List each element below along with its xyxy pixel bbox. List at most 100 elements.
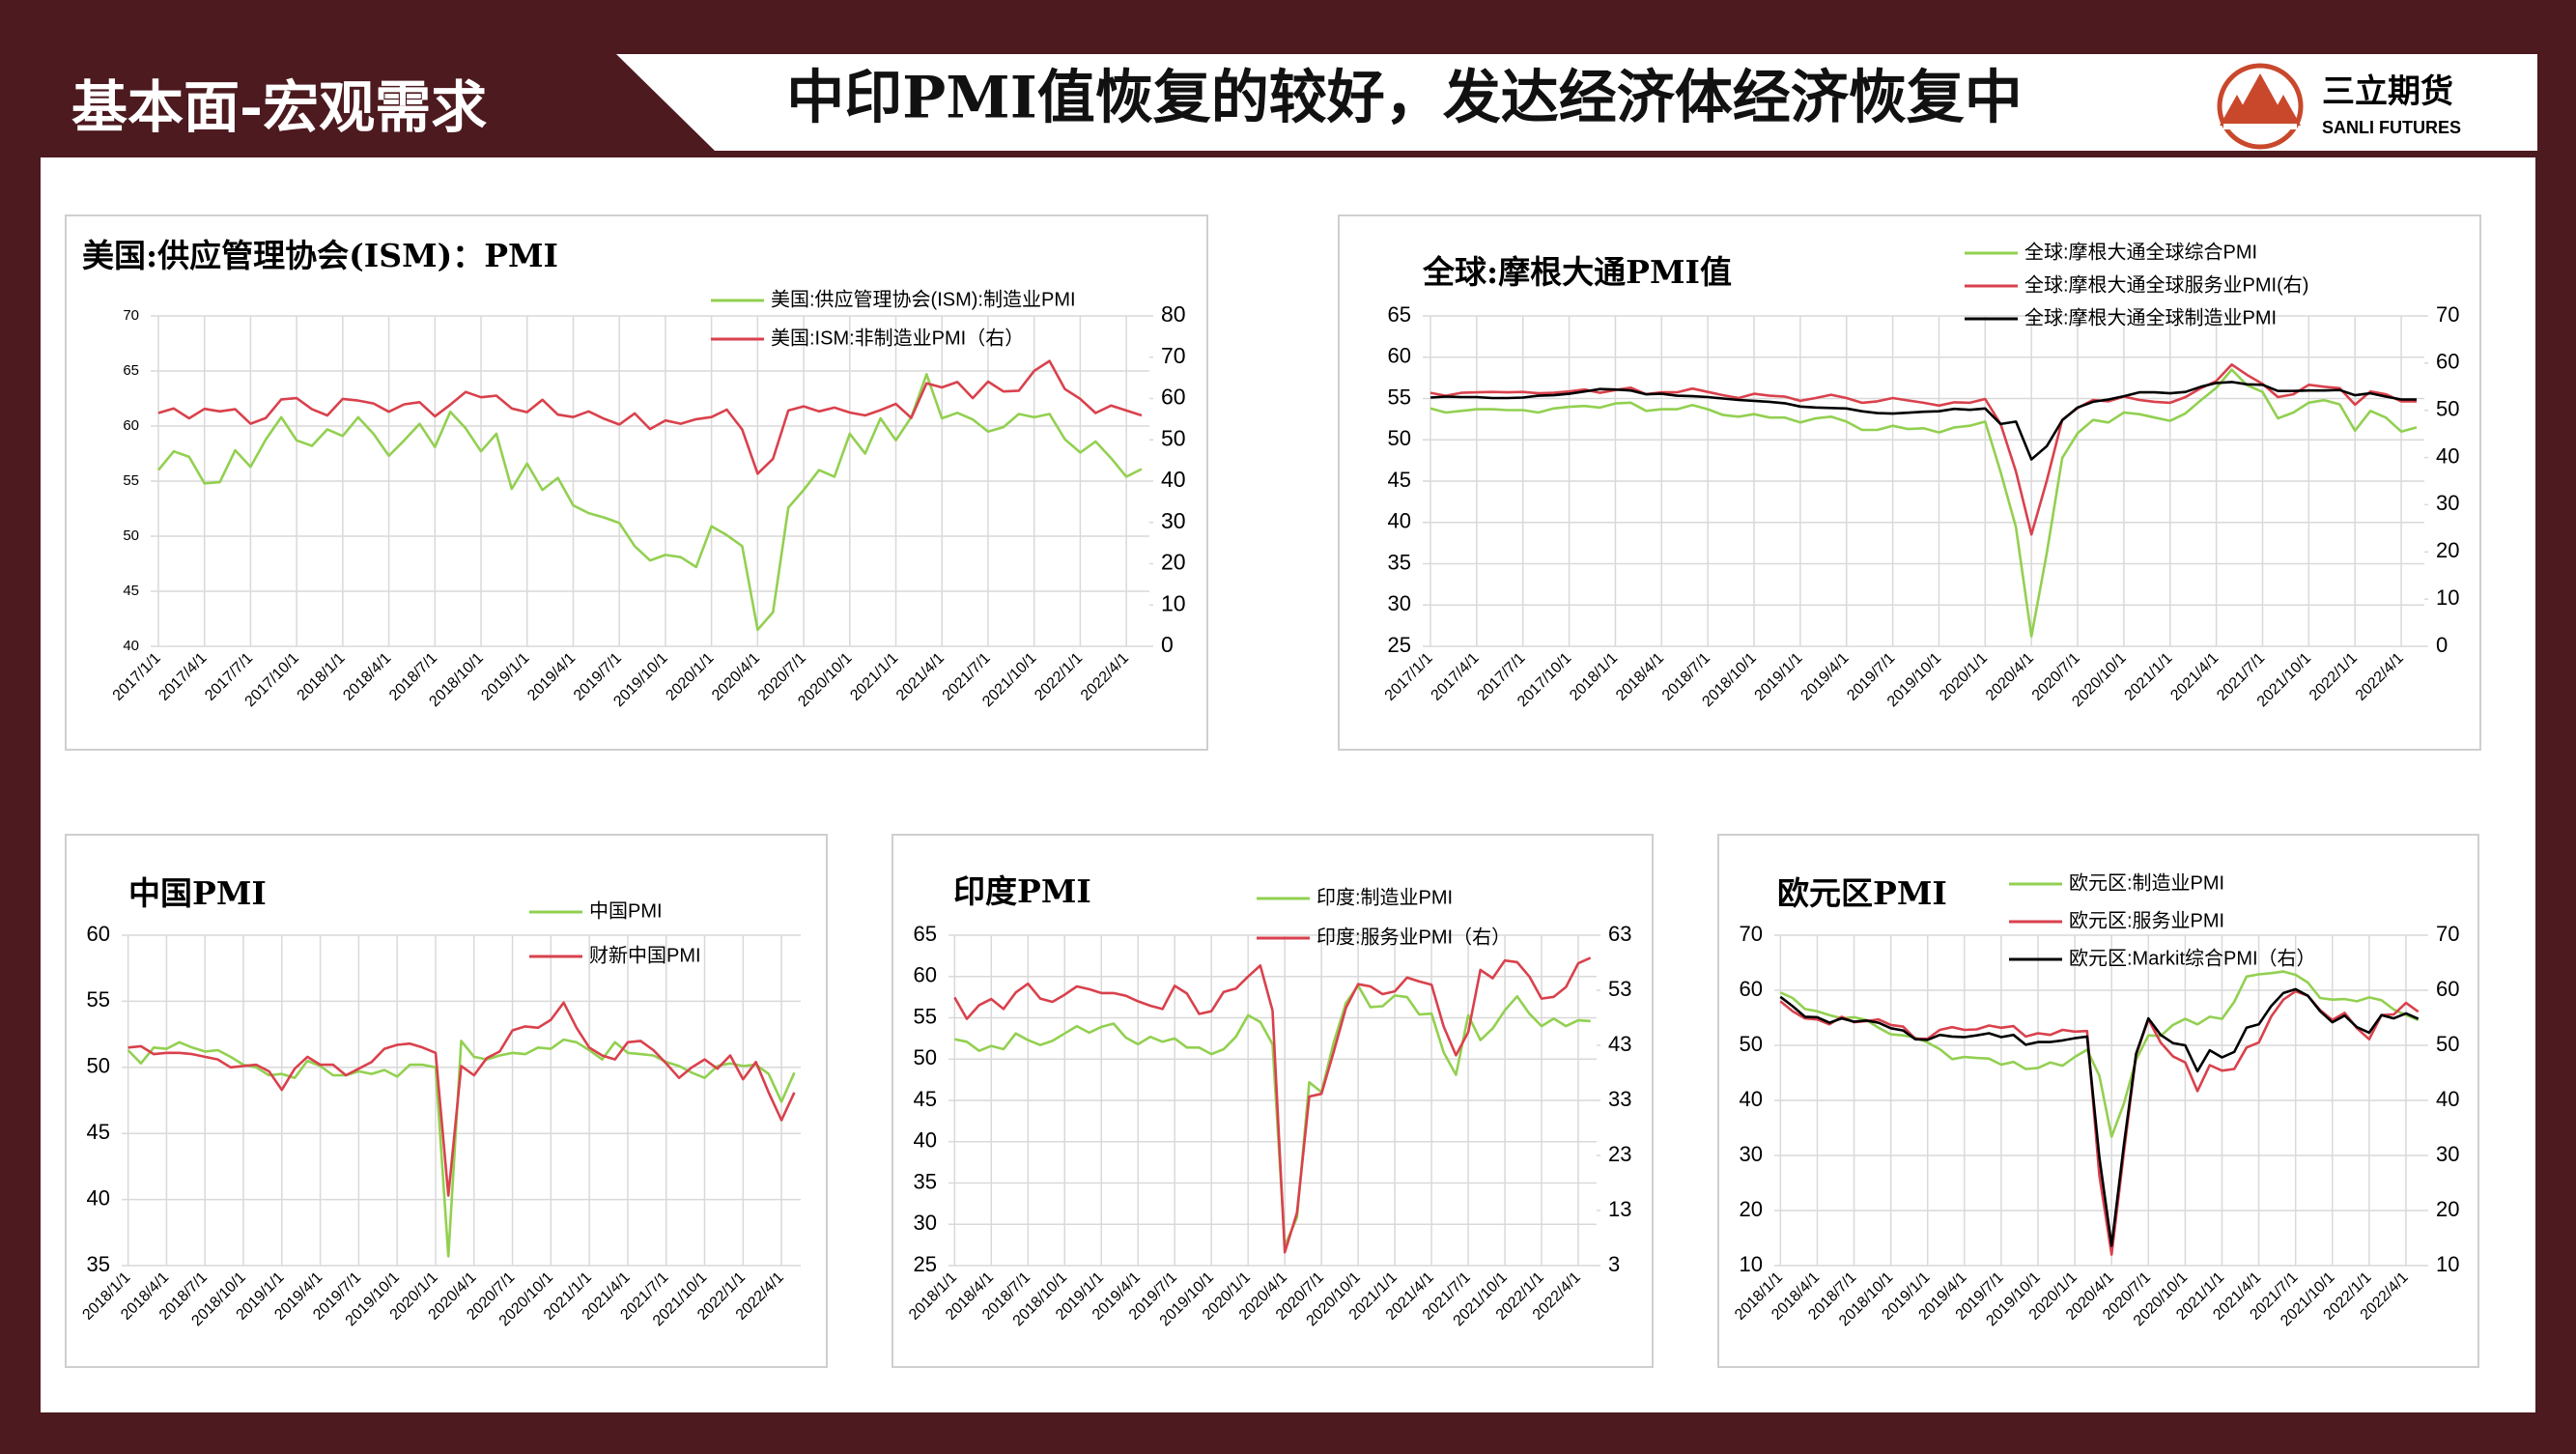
y2-tick-label: 20 (2436, 1197, 2459, 1221)
legend-label: 美国:ISM:非制造业PMI（右） (771, 327, 1024, 349)
series-line (1779, 970, 2420, 1138)
series-line (1430, 363, 2417, 536)
y2-tick-label: 60 (2436, 350, 2459, 374)
legend-label: 全球:摩根大通全球综合PMI (2024, 241, 2257, 263)
y-tick-label: 50 (1740, 1032, 1763, 1056)
y2-tick-label: 10 (1161, 590, 1186, 615)
y2-tick-label: 50 (2436, 1032, 2459, 1056)
y-tick-label: 65 (914, 922, 937, 946)
y2-tick-label: 40 (2436, 443, 2459, 468)
legend-label: 印度:制造业PMI (1316, 886, 1453, 908)
y2-tick-label: 40 (2436, 1087, 2459, 1111)
series-line (954, 984, 1591, 1247)
page-title: 中印PMI值恢复的较好，发达经济体经济恢复中 (786, 65, 2023, 132)
chart-title: 中国PMI (128, 874, 267, 912)
y-tick-label: 60 (914, 963, 937, 987)
y2-tick-label: 43 (1608, 1032, 1631, 1056)
chart: 欧元区PMI2018/1/12018/4/12018/7/12018/10/12… (1717, 834, 2479, 1368)
y2-tick-label: 70 (2436, 302, 2459, 327)
legend-label: 欧元区:服务业PMI (2069, 909, 2224, 931)
y-tick-label: 50 (1388, 426, 1411, 450)
y-tick-label: 40 (87, 1185, 110, 1210)
y-tick-label: 50 (123, 527, 139, 544)
y-tick-label: 40 (1388, 509, 1411, 533)
chart-title: 美国:供应管理协会(ISM)：PMI (82, 237, 558, 274)
y2-tick-label: 33 (1608, 1087, 1631, 1111)
chart: 美国:供应管理协会(ISM)：PMI2017/1/12017/4/12017/7… (65, 214, 1208, 751)
y2-tick-label: 80 (1161, 301, 1186, 327)
chart-frame (65, 214, 1208, 751)
y2-tick-label: 30 (2436, 1142, 2459, 1166)
y-tick-label: 45 (1388, 468, 1411, 492)
series-line (127, 1038, 796, 1258)
y2-tick-label: 10 (2436, 585, 2459, 610)
chart-title: 印度PMI (953, 872, 1091, 910)
y-tick-label: 35 (914, 1169, 937, 1193)
y2-tick-label: 13 (1608, 1197, 1631, 1221)
y2-tick-label: 60 (1161, 385, 1186, 410)
y-tick-label: 40 (123, 638, 139, 654)
logo-mountain (2220, 95, 2254, 126)
y2-tick-label: 20 (2436, 538, 2459, 562)
chart: 印度PMI2018/1/12018/4/12018/7/12018/10/120… (892, 834, 1654, 1368)
y2-tick-label: 40 (1161, 467, 1186, 492)
y2-tick-label: 50 (2436, 397, 2459, 421)
chart: 全球:摩根大通PMI值2017/1/12017/4/12017/7/12017/… (1338, 214, 2481, 751)
title-banner (616, 54, 2537, 151)
y-tick-label: 10 (1740, 1252, 1763, 1276)
y-tick-label: 50 (87, 1054, 110, 1078)
series-line (1430, 368, 2418, 638)
legend-label: 印度:服务业PMI（右） (1316, 926, 1511, 948)
y2-tick-label: 53 (1608, 977, 1631, 1001)
logo-en: SANLI FUTURES (2322, 118, 2461, 137)
chart-frame (65, 834, 828, 1368)
y2-tick-label: 0 (1161, 632, 1174, 657)
logo-mountain (2266, 95, 2301, 126)
legend-label: 美国:供应管理协会(ISM):制造业PMI (771, 288, 1076, 310)
y-tick-label: 30 (1388, 591, 1411, 615)
y-tick-label: 45 (87, 1120, 110, 1144)
chart-frame (1338, 214, 2481, 751)
y-tick-label: 55 (123, 472, 139, 489)
y2-tick-label: 3 (1608, 1252, 1620, 1276)
chart-title: 全球:摩根大通PMI值 (1422, 253, 1732, 291)
y2-tick-label: 60 (2436, 977, 2459, 1001)
y-tick-label: 60 (1388, 344, 1411, 368)
series-line (1779, 987, 2420, 1247)
logo-cn: 三立期货 (2322, 73, 2453, 110)
y-tick-label: 70 (1740, 922, 1763, 946)
legend-label: 欧元区:Markit综合PMI（右） (2069, 947, 2316, 969)
y-tick-label: 55 (87, 987, 110, 1012)
y-tick-label: 65 (123, 362, 139, 379)
y-tick-label: 50 (914, 1045, 937, 1069)
y2-tick-label: 30 (2436, 491, 2459, 515)
y-tick-label: 60 (1740, 977, 1763, 1001)
y-tick-label: 40 (914, 1128, 937, 1153)
legend-label: 全球:摩根大通全球服务业PMI(右) (2024, 273, 2308, 296)
y-tick-label: 65 (1388, 302, 1411, 327)
y-tick-label: 25 (1388, 633, 1411, 657)
y2-tick-label: 20 (1161, 550, 1186, 575)
y-tick-label: 55 (914, 1004, 937, 1028)
y-tick-label: 55 (1388, 385, 1411, 409)
chart-title: 欧元区PMI (1777, 874, 1947, 912)
series-line (953, 956, 1592, 1254)
chart: 中国PMI2018/1/12018/4/12018/7/12018/10/120… (65, 834, 828, 1368)
y2-tick-label: 50 (1161, 425, 1186, 450)
series-line (157, 359, 1143, 475)
y-tick-label: 60 (87, 922, 110, 946)
y-tick-label: 45 (123, 583, 139, 599)
y2-tick-label: 63 (1608, 922, 1631, 946)
logo: 三立期货 SANLI FUTURES (2217, 63, 2461, 150)
y2-tick-label: 30 (1161, 508, 1186, 533)
y2-tick-label: 23 (1608, 1142, 1631, 1166)
y-tick-label: 30 (914, 1211, 937, 1235)
y2-tick-label: 70 (2436, 922, 2459, 946)
y-tick-label: 30 (1740, 1142, 1763, 1166)
logo-ring (2217, 63, 2304, 150)
y-tick-label: 70 (123, 307, 139, 324)
logo-base (2223, 124, 2297, 129)
legend-label: 财新中国PMI (589, 944, 701, 966)
